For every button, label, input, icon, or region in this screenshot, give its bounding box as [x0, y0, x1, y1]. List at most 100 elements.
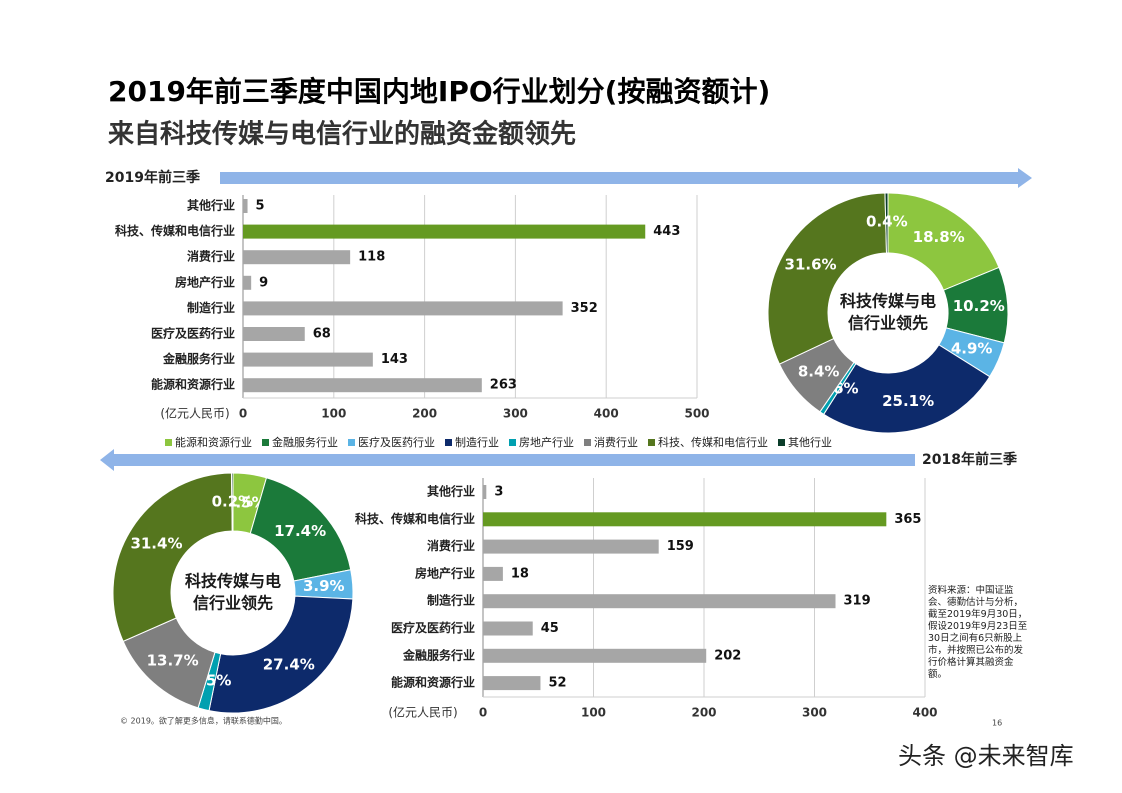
- x-tick-label: 400: [912, 706, 937, 720]
- value-label: 68: [313, 327, 331, 342]
- x-tick-label: 300: [503, 407, 528, 421]
- watermark: 头条 @未来智库: [898, 742, 1074, 770]
- value-label: 365: [894, 512, 921, 527]
- value-label: 31.6%: [785, 256, 837, 274]
- period-label: 2019年前三季: [105, 169, 200, 186]
- bar: [243, 378, 482, 393]
- legend-label: 其他行业: [788, 436, 832, 449]
- value-label: 0.4%: [866, 213, 908, 231]
- value-label: 4.5%: [225, 493, 267, 511]
- value-label: 5: [256, 199, 265, 214]
- donut-segment: [230, 472, 234, 532]
- value-label: 8.4%: [798, 362, 840, 380]
- x-tick-label: 0: [239, 407, 247, 421]
- subtitle: 来自科技传媒与电信行业的融资金额领先: [108, 119, 576, 150]
- legend-label: 房地产行业: [519, 435, 574, 449]
- x-tick-label: 100: [321, 407, 346, 421]
- x-tick-label: 100: [581, 706, 606, 720]
- legend-swatch: [348, 439, 355, 446]
- value-label: 17.4%: [274, 522, 326, 540]
- legend-swatch: [584, 439, 591, 446]
- legend-swatch: [165, 439, 172, 446]
- value-label: 4.9%: [951, 339, 993, 357]
- category-label: 医疗及医药行业: [391, 620, 475, 635]
- value-label: 18.8%: [913, 228, 965, 246]
- value-label: 25.1%: [882, 392, 934, 410]
- category-label: 房地产行业: [175, 274, 235, 289]
- bar: [243, 327, 305, 341]
- bar: [483, 485, 487, 499]
- arrow-2018: [100, 449, 915, 471]
- legend-label: 金融服务行业: [272, 435, 338, 449]
- bar: [243, 199, 248, 213]
- source-note-box: 资料来源：中国证监会、德勤估计与分析，截至2019年9月30日，假设2019年9…: [928, 585, 1028, 680]
- value-label: 443: [653, 224, 680, 239]
- legend-label: 制造行业: [455, 435, 499, 449]
- period-label: 2018年前三季: [922, 451, 1017, 468]
- value-label: 45: [541, 621, 559, 636]
- bar: [243, 275, 252, 290]
- donut-segment: [112, 472, 233, 643]
- center-text: 信行业领先: [848, 314, 928, 333]
- category-label: 科技、传媒和电信行业: [355, 511, 475, 526]
- value-label: 3.9%: [303, 577, 345, 595]
- legend-label: 能源和资源行业: [175, 435, 252, 449]
- bar: [483, 621, 533, 636]
- bar: [483, 676, 541, 691]
- value-label: 118: [358, 250, 385, 265]
- category-label: 消费行业: [427, 538, 475, 553]
- donut-segment: [208, 595, 354, 714]
- value-label: 143: [381, 352, 408, 367]
- center-text: 科技传媒与电: [185, 572, 281, 591]
- legend-swatch: [445, 439, 452, 446]
- donut-segment: [823, 344, 991, 434]
- value-label: 202: [714, 648, 741, 663]
- bar: [483, 648, 707, 663]
- bar: [243, 301, 563, 316]
- bar: [243, 250, 351, 265]
- category-label: 制造行业: [187, 300, 235, 315]
- x-axis-label: (亿元人民币): [160, 406, 229, 421]
- category-label: 能源和资源行业: [391, 675, 475, 690]
- donut-segment: [884, 192, 889, 254]
- x-tick-label: 300: [802, 706, 827, 720]
- legend-label: 科技、传媒和电信行业: [658, 435, 768, 449]
- bar: [483, 539, 659, 554]
- value-label: 3: [494, 485, 503, 500]
- value-label: 319: [843, 594, 870, 609]
- legend-label: 消费行业: [594, 435, 638, 449]
- value-label: 13.7%: [147, 652, 199, 670]
- x-tick-label: 400: [594, 407, 619, 421]
- x-tick-label: 500: [684, 407, 709, 421]
- value-label: 31.4%: [130, 534, 182, 552]
- category-label: 其他行业: [187, 198, 235, 213]
- x-tick-label: 0: [479, 706, 487, 720]
- copyright: © 2019。欲了解更多信息，请联系德勤中国。: [120, 716, 287, 726]
- value-label: 27.4%: [263, 655, 315, 673]
- center-text: 科技传媒与电: [840, 292, 936, 311]
- donut-segment: [767, 192, 888, 365]
- bar: [483, 512, 887, 527]
- category-label: 医疗及医药行业: [151, 326, 235, 341]
- bar: [243, 352, 373, 367]
- page-number: 16: [992, 719, 1002, 728]
- legend-swatch: [648, 439, 655, 446]
- donut-segment: [887, 192, 1000, 291]
- legend-swatch: [778, 439, 785, 446]
- value-label: 18: [511, 566, 529, 581]
- x-tick-label: 200: [691, 706, 716, 720]
- value-label: 263: [490, 378, 517, 393]
- x-axis-label: (亿元人民币): [388, 705, 457, 720]
- category-label: 能源和资源行业: [151, 377, 235, 392]
- category-label: 金融服务行业: [162, 351, 235, 366]
- category-label: 金融服务行业: [402, 647, 475, 662]
- value-label: 159: [667, 539, 694, 554]
- value-label: 10.2%: [953, 297, 1005, 315]
- center-text: 信行业领先: [193, 594, 273, 613]
- value-label: 9: [259, 275, 268, 290]
- x-tick-label: 200: [412, 407, 437, 421]
- source-note: 资料来源：中国证监会、德勤估计与分析，截至2019年9月30日，假设2019年9…: [928, 585, 1028, 680]
- legend-label: 医疗及医药行业: [358, 435, 435, 449]
- title: 2019年前三季度中国内地IPO行业划分(按融资额计): [108, 75, 770, 108]
